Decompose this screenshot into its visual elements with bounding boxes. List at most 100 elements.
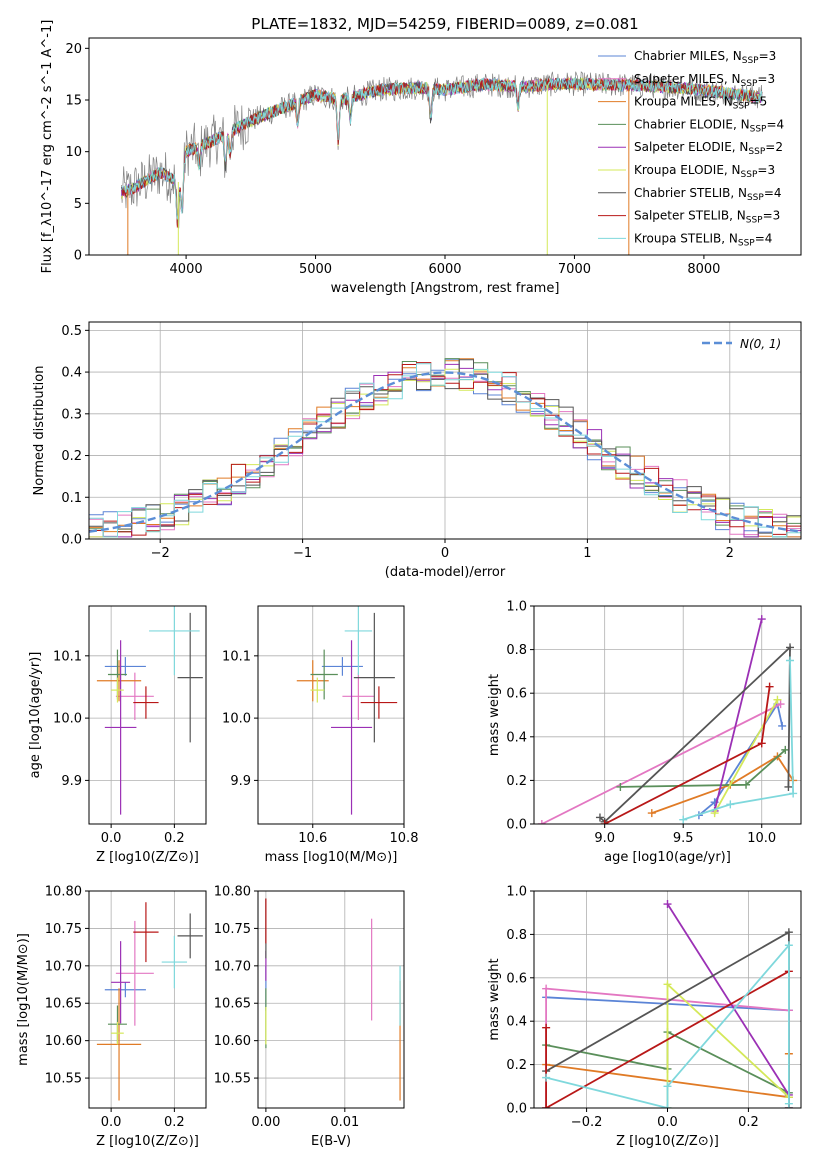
legend-sub: SSP <box>748 147 765 157</box>
y-tick-label: 5 <box>74 197 82 212</box>
legend-sep: , N <box>730 186 747 200</box>
legend-sep: , N <box>725 49 742 63</box>
y-tick-label: 0.3 <box>61 407 82 422</box>
weight-marker <box>757 739 766 748</box>
x-axis-label: Z [log10(Z/Z⊙)] <box>96 850 199 865</box>
y-tick-label: 9.9 <box>61 774 82 789</box>
z-mass-panel: 0.0 0.2 10.55 10.60 10.65 10.70 10.75 10.80 Z [l… <box>16 885 207 1149</box>
weight-marker <box>663 900 672 909</box>
y-tick-label: 0.2 <box>61 449 82 464</box>
normal-curve <box>89 371 801 533</box>
weight-marker <box>663 1104 672 1108</box>
legend-model: Kroupa MILES <box>634 95 716 109</box>
x-tick-label: 8000 <box>687 262 720 277</box>
legend-sub: SSP <box>741 79 758 89</box>
legend-n: 4 <box>765 231 773 245</box>
weight-marker <box>663 980 672 989</box>
y-tick-label: 9.9 <box>230 774 251 789</box>
x-tick-label: −1 <box>293 546 312 561</box>
y-tick-label: 10.1 <box>53 649 82 664</box>
weight-marker <box>542 1023 551 1032</box>
legend-sub: SSP <box>738 238 755 248</box>
model-line-kroupa_stelib <box>121 76 763 220</box>
weight-marker <box>537 820 546 824</box>
plot-area <box>265 898 401 1101</box>
x-axis-label: wavelength [Angstrom, rest frame] <box>331 281 560 296</box>
legend-n: 5 <box>760 95 768 109</box>
weight-marker <box>784 941 793 950</box>
z-age-panel: 0.0 0.2 9.9 10.0 10.1 Z [log10(Z/Z⊙)] age [log… <box>28 605 207 865</box>
x-axis-label: age [log10(age/yr)] <box>604 850 731 865</box>
weight-marker <box>679 815 688 824</box>
weight-marker <box>784 928 793 937</box>
mass-age-panel: 10.6 10.8 9.9 10.0 10.1 mass [log10(M/M⊙)] <box>222 605 419 865</box>
legend-sep: , N <box>733 117 750 131</box>
weight-line-chabrier_stelib <box>599 645 791 824</box>
legend-model: Kroupa STELIB <box>634 231 721 245</box>
legend-eq: = <box>763 209 773 223</box>
y-axis-label: age [log10(age/yr)] <box>28 652 43 779</box>
plot-area <box>537 615 798 824</box>
legend-sep: , N <box>724 72 741 86</box>
legend-model: Chabrier STELIB <box>634 186 730 200</box>
y-axis-label: Normed distribution <box>32 366 47 496</box>
legend-entry: Salpeter ELODIE, NSSP=2 <box>634 140 783 157</box>
y-tick-label: 10.60 <box>214 1034 251 1049</box>
y-tick-label: 10.1 <box>222 649 251 664</box>
legend-eq: = <box>757 72 767 86</box>
plot-area <box>96 606 203 815</box>
legend-sub: SSP <box>746 216 763 226</box>
x-tick-label: 0.0 <box>657 1115 678 1130</box>
weight-line-chabrier_elodie <box>620 749 786 788</box>
legend-sep: , N <box>716 95 733 109</box>
weight-marker <box>786 656 795 665</box>
weight-line-kroupa_miles <box>651 755 794 814</box>
y-tick-label: 10.0 <box>222 712 251 727</box>
y-tick-label: 1.0 <box>506 600 527 615</box>
legend-entry: Salpeter STELIB, NSSP=3 <box>634 209 780 226</box>
axes-frame <box>257 605 405 825</box>
weight-marker <box>595 813 604 822</box>
weight-marker <box>726 800 735 809</box>
legend-eq: = <box>759 49 769 63</box>
plot-area <box>121 71 763 255</box>
legend-entry: N(0, 1) <box>740 337 781 351</box>
x-axis-label: E(B-V) <box>311 1134 351 1149</box>
weight-line-salpeter_stelib <box>545 970 790 1108</box>
x-tick-label: 0 <box>441 546 449 561</box>
legend-model: Chabrier ELODIE <box>634 117 733 131</box>
legend-model: Kroupa ELODIE <box>634 163 724 177</box>
legend-sub: SSP <box>733 102 750 112</box>
residuals-panel: −2 −1 0 1 2 0.0 0.1 0.2 0.3 0.4 0.5 (data-model)/er… <box>32 321 802 580</box>
legend-sep: , N <box>732 140 749 154</box>
x-axis-label: Z [log10(Z/Z⊙)] <box>96 1134 199 1149</box>
x-tick-label: 2 <box>726 546 734 561</box>
axes-frame <box>533 605 802 825</box>
y-axis-label: mass weight <box>487 958 502 1040</box>
weight-marker <box>773 695 782 704</box>
histogram-kroupa_stelib <box>89 363 801 539</box>
y-tick-label: 10.65 <box>214 997 251 1012</box>
weight-marker <box>784 1099 793 1108</box>
axes-frame <box>88 605 207 825</box>
x-tick-label: 10.8 <box>390 831 419 846</box>
weight-line-salpeter_elodie <box>713 618 763 812</box>
y-tick-label: 0.4 <box>61 366 82 381</box>
x-tick-label: 0.2 <box>164 831 185 846</box>
legend-eq: = <box>755 231 765 245</box>
y-tick-label: 0.4 <box>506 1015 527 1030</box>
y-tick-label: 10.55 <box>214 1072 251 1087</box>
y-tick-label: 1.0 <box>506 885 527 900</box>
x-tick-label: 0.2 <box>164 1115 185 1130</box>
legend-eq: = <box>764 186 774 200</box>
legend-n: 4 <box>774 186 782 200</box>
weight-marker <box>778 721 787 730</box>
legend-sub: SSP <box>747 193 764 203</box>
x-tick-label: 5000 <box>299 262 332 277</box>
x-tick-label: 9.0 <box>594 831 615 846</box>
x-tick-label: −2 <box>151 546 170 561</box>
legend-eq: = <box>750 95 760 109</box>
y-tick-label: 0.0 <box>506 818 527 833</box>
